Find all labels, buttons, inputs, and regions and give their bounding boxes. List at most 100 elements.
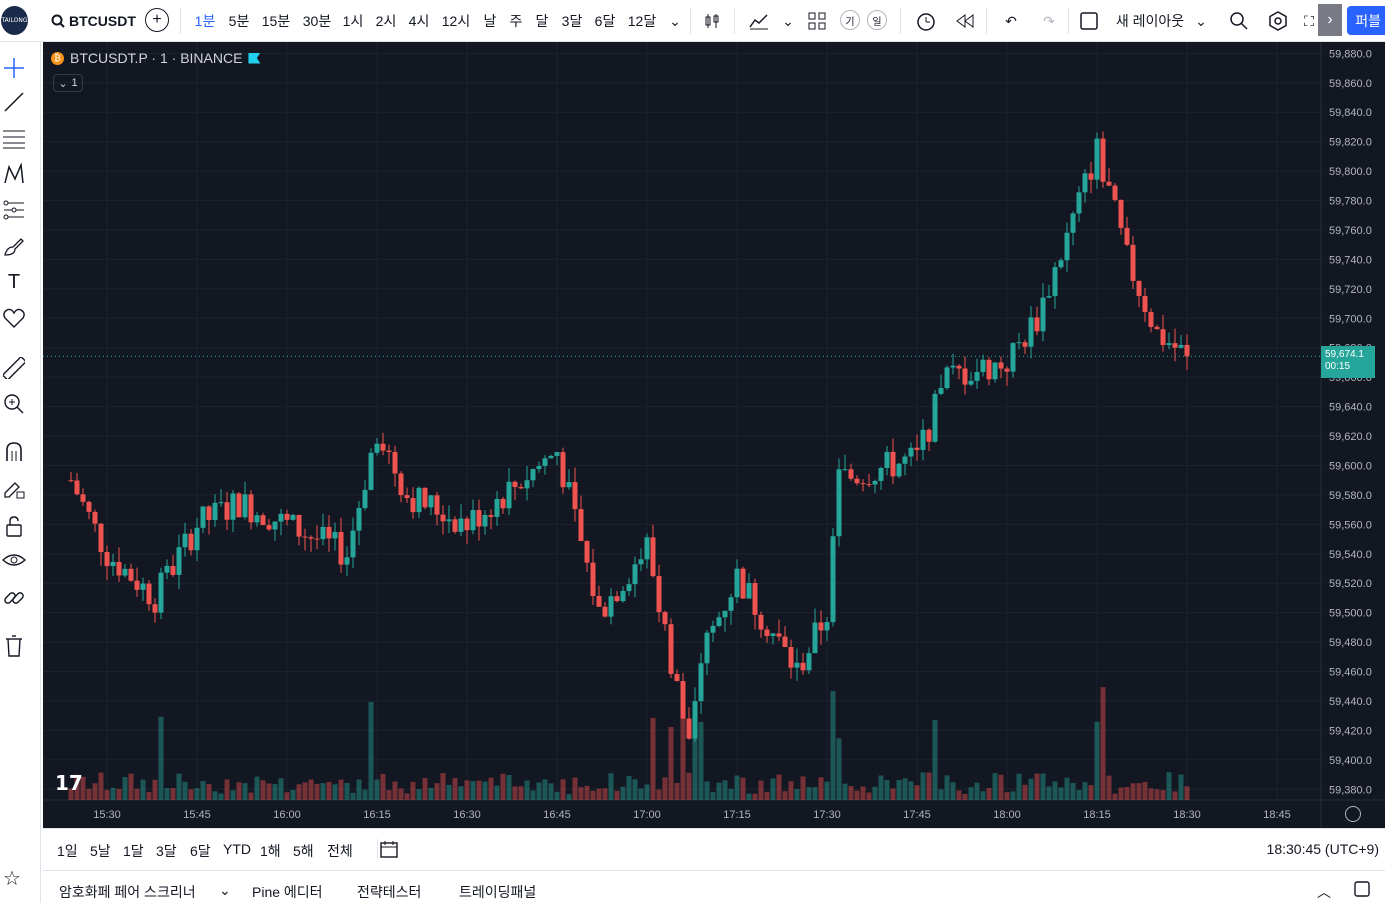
interval-4[interactable]: 30분	[302, 13, 332, 29]
magnet-icon[interactable]	[2, 440, 26, 464]
volume-bar	[1082, 782, 1088, 800]
volume-bar	[812, 787, 818, 800]
chevron-down-icon[interactable]: ⌄	[219, 882, 231, 898]
ruler-icon[interactable]	[2, 356, 26, 380]
publish-button[interactable]: 퍼블	[1347, 6, 1385, 35]
timezone-clock[interactable]: 18:30:45 (UTC+9)	[1266, 841, 1379, 857]
zoom-in-icon[interactable]	[2, 392, 26, 416]
text-icon[interactable]: T	[7, 270, 21, 293]
layout-name[interactable]: 새 레이아웃	[1115, 13, 1185, 29]
range-button[interactable]: 1달	[123, 843, 144, 859]
layout-square-icon[interactable]	[1078, 10, 1100, 32]
user-avatar[interactable]: TAILONG	[1, 6, 28, 35]
fib-retracement-icon[interactable]	[2, 126, 26, 150]
interval-8[interactable]: 12시	[441, 13, 471, 29]
indicator-collapse-button[interactable]: ⌄ 1	[53, 74, 83, 92]
interval-1[interactable]: 1분	[194, 13, 216, 29]
alert-icon[interactable]	[914, 10, 938, 32]
trend-line-icon[interactable]	[2, 90, 26, 114]
chevron-down-icon[interactable]: ⌄	[669, 12, 681, 29]
bottom-tab[interactable]: 전략테스터	[357, 884, 422, 900]
volume-bar	[824, 781, 830, 800]
bottom-tab[interactable]: 트레이딩패널	[459, 884, 537, 900]
candles-icon[interactable]	[702, 10, 722, 32]
candle-body	[650, 537, 656, 577]
chart-pane[interactable]: 59,380.0 59,400.0 59,420.0 59,440.0 59,460.0…	[43, 42, 1385, 828]
compare-symbol-button[interactable]: +	[145, 8, 169, 32]
volume-bar	[356, 779, 362, 800]
interval-5[interactable]: 1시	[342, 13, 364, 29]
range-button[interactable]: 1해	[260, 843, 281, 859]
lock-icon[interactable]	[2, 514, 26, 538]
quick-search-icon[interactable]	[1228, 10, 1250, 32]
volume-bar	[608, 773, 614, 800]
replay-icon[interactable]	[954, 10, 976, 32]
chevron-right-icon[interactable]: ›	[1318, 4, 1342, 36]
range-button[interactable]: 3달	[156, 843, 177, 859]
interval-9[interactable]: 날	[483, 13, 497, 29]
chevron-down-icon[interactable]: ⌄	[782, 12, 794, 29]
undo-icon[interactable]: ↶	[1005, 12, 1017, 29]
interval-12[interactable]: 3달	[561, 13, 583, 29]
range-button[interactable]: 전체	[327, 843, 353, 859]
range-button[interactable]: YTD	[223, 841, 251, 857]
watchlist-star-icon[interactable]: ☆	[3, 868, 21, 890]
interval-14[interactable]: 12달	[627, 13, 657, 29]
symbol-search[interactable]: BTCUSDT	[51, 10, 136, 32]
go-to-date-icon[interactable]	[379, 839, 399, 862]
interval-2[interactable]: 5분	[228, 13, 250, 29]
x-tick-label: 17:00	[633, 809, 661, 821]
settings-icon[interactable]	[1266, 10, 1290, 32]
chevron-down-icon[interactable]: ⌄	[1195, 12, 1207, 29]
heart-icon[interactable]	[2, 306, 26, 330]
x-tick-label: 16:15	[363, 809, 391, 821]
bottom-tab[interactable]: Pine 에디터	[252, 884, 323, 900]
circle-button[interactable]: 일	[867, 10, 887, 30]
flag-icon[interactable]	[248, 52, 261, 64]
symbol-legend: ₿ BTCUSDT.P · 1 · BINANCE	[51, 50, 261, 66]
candle-body	[440, 514, 446, 522]
interval-13[interactable]: 6달	[594, 13, 616, 29]
candle-body	[578, 509, 584, 542]
trash-icon[interactable]	[2, 634, 26, 658]
volume-bar	[692, 724, 698, 800]
volume-bar	[578, 787, 584, 800]
circle-button[interactable]: 기	[840, 10, 860, 30]
volume-bar	[536, 782, 542, 800]
axis-settings-icon[interactable]	[1345, 806, 1361, 822]
tradingview-logo[interactable]: 17	[55, 771, 83, 795]
prediction-icon[interactable]	[2, 198, 26, 222]
volume-bar	[1172, 791, 1178, 800]
range-button[interactable]: 5해	[293, 843, 314, 859]
link-icon[interactable]	[2, 586, 26, 610]
redo-icon[interactable]: ↷	[1043, 12, 1055, 29]
volume-bar	[290, 789, 296, 800]
interval-7[interactable]: 4시	[408, 13, 430, 29]
templates-icon[interactable]	[806, 10, 828, 32]
chevron-up-icon[interactable]: ︿	[1317, 884, 1331, 900]
pattern-icon[interactable]	[2, 162, 26, 186]
volume-bar	[800, 776, 806, 800]
range-button[interactable]: 1일	[57, 843, 78, 859]
bottom-tab[interactable]: 암호화페 페어 스크리너	[59, 884, 196, 900]
eye-icon[interactable]	[2, 548, 26, 572]
candle-body	[866, 484, 872, 486]
brush-icon[interactable]	[2, 234, 26, 258]
fullscreen-icon[interactable]: ⛶	[1304, 12, 1314, 29]
volume-bar	[404, 793, 410, 800]
crosshair-icon[interactable]	[2, 56, 26, 80]
interval-11[interactable]: 달	[535, 13, 549, 29]
maximize-icon[interactable]	[1353, 880, 1371, 901]
indicators-icon[interactable]	[748, 10, 770, 32]
range-button[interactable]: 6달	[190, 843, 211, 859]
price-chart[interactable]: 59,380.0 59,400.0 59,420.0 59,440.0 59,460.0…	[43, 42, 1385, 828]
lock-drawing-pencil-icon[interactable]	[2, 476, 26, 500]
volume-bar	[1028, 778, 1034, 800]
candle-body	[974, 372, 980, 381]
volume-bar	[1040, 773, 1046, 800]
interval-6[interactable]: 2시	[375, 13, 397, 29]
range-button[interactable]: 5날	[90, 843, 111, 859]
interval-10[interactable]: 주	[509, 13, 523, 29]
candle-body	[164, 565, 170, 573]
interval-3[interactable]: 15분	[261, 13, 291, 29]
